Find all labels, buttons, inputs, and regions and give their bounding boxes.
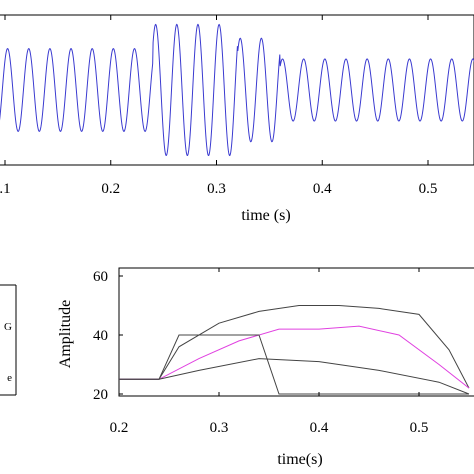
amplitude-series-line-4 <box>119 358 470 395</box>
top-x-axis-title: time (s) <box>241 207 290 224</box>
bottom-x-tick-labels: 0.2 0.3 0.4 0.5 <box>110 420 429 436</box>
top-x-tick-label: 0.3 <box>207 181 226 197</box>
amplitude-series-line-3 <box>119 334 469 395</box>
amplitude-series-group <box>119 305 470 395</box>
top-x-tick-label: .1 <box>0 181 11 197</box>
top-x-tick-label: 0.4 <box>313 181 332 197</box>
amplitude-series-line-1 <box>119 305 470 389</box>
bottom-plot-frame <box>118 267 474 397</box>
bottom-x-tick-label: 0.4 <box>310 420 329 436</box>
top-plot-frame <box>0 14 474 166</box>
bottom-y-tick-label: 20 <box>93 387 108 403</box>
top-tick-marks <box>4 15 429 165</box>
oscillation-series-line <box>0 23 474 157</box>
side-panel-letter-g: G <box>4 321 12 333</box>
top-x-tick-label: 0.5 <box>419 181 438 197</box>
side-panel: G e <box>0 284 17 396</box>
top-x-tick-labels: .1 0.2 0.3 0.4 0.5 <box>0 181 437 197</box>
bottom-x-tick-label: 0.5 <box>410 420 429 436</box>
bottom-y-axis-title: Amplitude <box>57 300 74 368</box>
bottom-x-axis-title: time(s) <box>277 451 322 468</box>
bottom-tick-marks <box>118 268 420 396</box>
bottom-x-tick-label: 0.3 <box>210 420 229 436</box>
bottom-y-tick-label: 40 <box>93 328 108 344</box>
side-panel-letter-e: e <box>7 372 12 384</box>
bottom-y-tick-labels: 20 40 60 <box>93 269 108 403</box>
oscillation-chart: .1 0.2 0.3 0.4 0.5 time (s) <box>0 14 474 224</box>
amplitude-chart: 0.2 0.3 0.4 0.5 20 40 60 time(s) Amplitude <box>57 267 474 468</box>
amplitude-series-line-2 <box>119 325 470 389</box>
top-x-tick-label: 0.2 <box>101 181 120 197</box>
bottom-x-tick-label: 0.2 <box>110 420 129 436</box>
bottom-y-tick-label: 60 <box>93 269 108 285</box>
